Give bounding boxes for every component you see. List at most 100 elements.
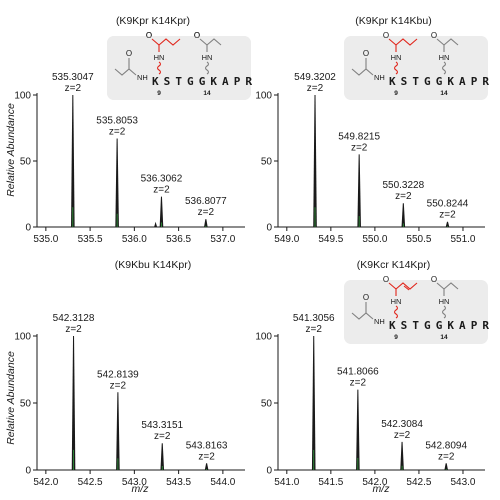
peak-bar [116,392,120,470]
x-tick-label: 544.0 [210,477,235,488]
peak-bar [204,219,208,227]
peak-charge-label: z=2 [394,430,411,441]
k9-crotonyl-double-bond [403,285,410,291]
y-tick-label: 100 [14,332,31,343]
spectrum-panel-top-right: (K9Kpr K14Kbu) O NH HN O HN O KSTGGKAPR 9 14 0 50 1… [255,15,489,245]
k14-hn-label: HN [439,297,450,306]
k14-oxygen-label: O [194,31,200,40]
peak-mz-label: 541.8066 [337,367,379,378]
k9-hn-label: HN [391,297,402,306]
peak-bar [204,463,209,470]
k14-carbonyl-bond [436,38,445,46]
peak-charge-label: z=2 [110,380,127,391]
peak-charge-label: z=2 [198,451,215,462]
k9-hn-label: HN [154,53,165,62]
position-9-label: 9 [394,90,398,97]
peak-mz-label: 542.8094 [425,440,467,451]
x-tick-label: 543.0 [122,477,147,488]
k9-butyryl-chain [395,38,418,46]
structure-box [344,36,488,100]
x-tick-label: 541.0 [274,477,299,488]
x-tick-label: 536.5 [166,234,191,245]
x-tick-label: 541.5 [318,477,343,488]
x-tick-label: 535.0 [33,234,58,245]
panel-title: (K9Kbu K14Kpr) [115,259,191,271]
peak-charge-label: z=2 [438,451,455,462]
y-tick-label: 50 [20,399,32,410]
k14-side-chain-link [441,305,447,319]
k9-carbonyl-bond [151,38,160,46]
x-tick-label: 543.0 [450,477,475,488]
panel-title: (K9Kpr K14Kbu) [355,15,431,27]
peak-charge-label: z=2 [306,324,323,335]
peak-mz-label: 550.8244 [427,199,469,210]
k9-side-chain-link [393,305,399,319]
peak-bar [160,443,165,470]
k14-propionyl-chain [443,282,459,290]
n-term-propionyl-bond [351,312,374,320]
x-tick-label: 536.0 [122,234,147,245]
k9-hn-label: HN [391,53,402,62]
peak-charge-label: z=2 [350,378,367,389]
peak-bar [444,463,448,470]
y-axis-label-bottom: Relative Abundance [5,351,17,445]
x-tick-label: 542.5 [406,477,431,488]
panel-title: (K9Kpr K14Kpr) [116,15,190,27]
x-tick-label: 542.5 [78,477,103,488]
y-tick-label: 100 [255,91,272,102]
n-term-nh-label: NH [374,73,385,82]
y-tick-label: 0 [25,223,31,234]
n-term-propionyl-bond [114,68,137,76]
peak-mz-label: 542.3128 [53,313,95,324]
peak-charge-label: z=2 [153,185,170,196]
k14-carbonyl-bond [436,282,445,290]
k14-hn-label: HN [439,53,450,62]
k14-oxygen-label: O [194,31,200,40]
k9-oxygen-label: O [383,31,389,40]
k14-oxygen-label: O [431,31,437,40]
x-tick-label: 543.5 [166,477,191,488]
peak-mz-label: 542.8139 [97,369,139,380]
y-tick-label: 0 [266,466,272,477]
k14-propionyl-chain [443,38,459,46]
y-tick-label: 0 [266,223,272,234]
peak-mz-label: 535.8053 [96,116,138,127]
peak-charge-label: z=2 [198,207,215,218]
k14-side-chain-link [441,61,447,75]
peak-bar [115,138,119,227]
n-term-nh-label: NH [137,73,148,82]
peak-mz-label: 543.3151 [141,420,183,431]
peak-charge-label: z=2 [439,210,456,221]
k14-oxygen-label: O [431,275,437,284]
k14-hn-label: HN [202,53,213,62]
peak-charge-label: z=2 [307,83,324,94]
peak-bar [313,95,317,227]
k14-propionyl-chain [206,38,222,46]
x-axis-label-left: m/z [132,483,150,495]
x-tick-label: 542.0 [362,477,387,488]
position-14-label: 14 [440,90,448,97]
oxygen-label: O [363,49,369,58]
peak-bar [400,441,404,470]
x-tick-label: 551.0 [450,234,475,245]
peptide-sequence: KSTGGKAPR [152,75,252,88]
peak-mz-label: 535.3047 [52,72,94,83]
peak-charge-label: z=2 [351,142,368,153]
peak-bar [71,95,75,227]
peak-bar [356,389,360,470]
peak-mz-label: 543.8163 [186,440,228,451]
y-tick-label: 50 [20,157,32,168]
peak-mz-label: 536.8077 [185,196,227,207]
spectrum-panel-bottom-left: (K9Kbu K14Kpr) O NH HN O HN O KSTGGKAPR 9 14 0 50 1… [14,31,252,488]
peak-charge-label: z=2 [109,127,126,138]
panel-title: (K9Kcr K14Kpr) [357,259,431,271]
peak-bar [445,221,450,227]
k9-crotonyl-chain [395,282,418,290]
oxygen-label: O [363,293,369,302]
peak-mz-label: 541.3056 [293,313,335,324]
k9-oxygen-label: O [383,275,389,284]
position-9-label: 9 [394,334,398,341]
peak-charge-label: z=2 [65,324,82,335]
peak-mz-label: 542.3084 [381,419,423,430]
structure-box [107,36,251,100]
